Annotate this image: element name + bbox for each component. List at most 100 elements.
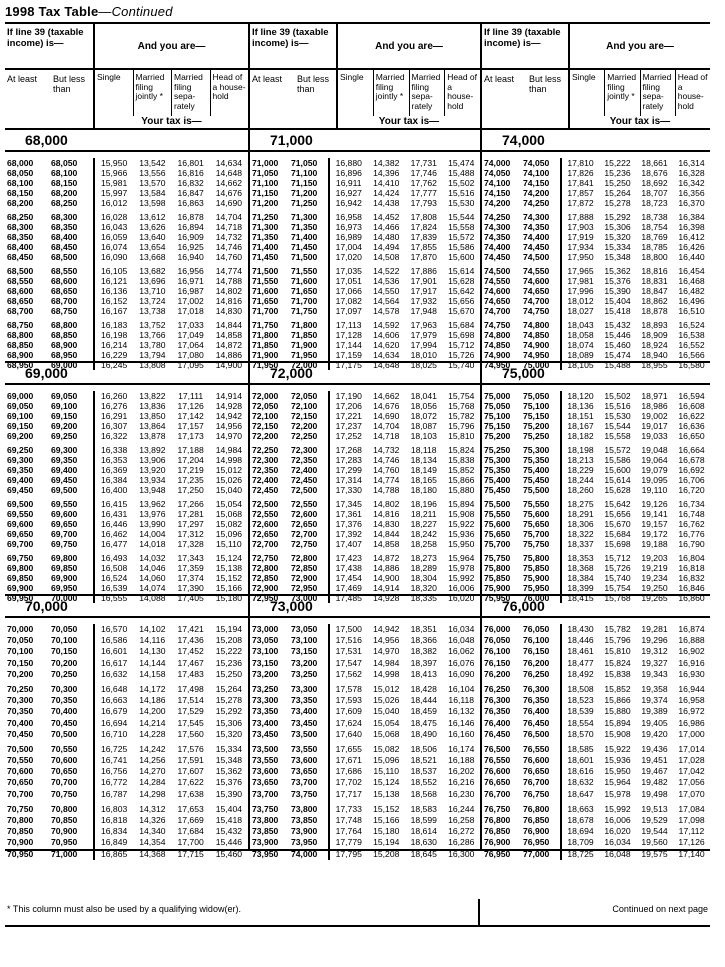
but-less-than-value: 75,450 <box>523 475 550 485</box>
married-separately-tax: 19,374 <box>641 695 668 706</box>
table-row-income: 76,350 76,400 <box>482 706 560 717</box>
table-row-income: 70,900 70,950 <box>5 837 93 848</box>
married-jointly-tax: 15,152 <box>373 803 400 814</box>
but-less-than-value: 70,150 <box>51 646 78 657</box>
head-of-household-tax: 15,068 <box>215 509 243 519</box>
table-row-tax: 17,221 14,690 18,072 15,782 <box>330 411 480 421</box>
married-separately-tax: 16,847 <box>177 188 204 198</box>
married-jointly-tax: 14,130 <box>139 646 166 657</box>
at-least-value: 75,100 <box>484 411 511 421</box>
married-jointly-tax: 15,460 <box>604 340 631 350</box>
but-less-than-value: 75,550 <box>523 499 550 509</box>
table-row-tax: 16,710 14,228 17,560 15,320 <box>95 729 248 740</box>
at-least-value: 71,700 <box>252 306 279 316</box>
at-least-value: 71,350 <box>252 232 279 242</box>
head-of-household-tax: 15,306 <box>215 717 243 728</box>
head-of-household-tax: 15,194 <box>215 624 243 634</box>
table-row-income: 76,850 76,900 <box>482 826 560 837</box>
married-jointly-tax: 15,544 <box>604 421 631 431</box>
table-row-income: 76,250 76,300 <box>482 684 560 695</box>
head-of-household-tax: 15,250 <box>215 668 243 679</box>
married-jointly-tax: 13,878 <box>139 431 166 441</box>
married-jointly-tax: 15,978 <box>604 788 631 799</box>
head-of-household-tax: 16,790 <box>678 539 705 549</box>
married-separately-tax: 19,358 <box>641 683 668 694</box>
table-row-income: 74,800 74,850 <box>482 330 560 340</box>
table-row-tax: 16,074 13,654 16,925 14,746 <box>95 242 248 252</box>
married-separately-tax: 17,824 <box>410 222 437 232</box>
head-of-household-tax: 15,166 <box>215 583 243 593</box>
head-of-household-tax: 14,872 <box>215 340 243 350</box>
married-separately-tax: 18,568 <box>410 788 437 799</box>
table-row-income: 75,250 75,300 <box>482 445 560 455</box>
but-less-than-value: 74,250 <box>523 198 550 208</box>
married-separately-tax: 19,498 <box>641 788 668 799</box>
table-row-tax: 17,097 14,578 17,948 15,670 <box>330 306 480 316</box>
at-least-value: 69,900 <box>7 583 34 593</box>
married-jointly-tax: 15,180 <box>373 826 400 837</box>
head-of-household-tax: 16,636 <box>678 421 705 431</box>
head-of-household-tax: 15,978 <box>448 563 475 573</box>
but-less-than-value: 76,350 <box>523 695 550 706</box>
single-tax: 17,314 <box>335 475 362 485</box>
table-row-income: 74,550 74,600 <box>482 276 560 286</box>
single-tax: 15,950 <box>100 158 128 168</box>
single-tax: 17,082 <box>335 296 362 306</box>
income-range-column: 72,000 72,050 72,050 72,100 72,100 72,150 72,1… <box>250 391 330 603</box>
table-row-income: 70,500 70,550 <box>5 744 93 755</box>
but-less-than-value: 71,450 <box>291 242 318 252</box>
head-of-household-tax: 16,944 <box>678 683 705 694</box>
but-less-than-value: 74,000 <box>291 848 318 859</box>
head-of-household-tax: 15,824 <box>448 445 475 455</box>
income-column-header: If line 39 (taxable income) is— At least B… <box>250 24 338 128</box>
married-separately-tax: 19,436 <box>641 743 668 754</box>
table-row-income: 71,400 71,450 <box>250 242 328 252</box>
at-least-value: 75,150 <box>484 421 511 431</box>
married-separately-tax: 18,583 <box>410 803 437 814</box>
table-row-tax: 16,121 13,696 16,971 14,788 <box>95 276 248 286</box>
table-row-income: 72,400 72,450 <box>250 475 328 485</box>
at-least-value: 71,900 <box>252 350 279 360</box>
married-jointly-tax: 15,474 <box>604 350 631 360</box>
married-separately-tax: 19,064 <box>641 455 668 465</box>
married-separately-tax: 19,575 <box>641 848 668 859</box>
tax-column-header: And you are— Single Married filing jointly… <box>95 24 248 128</box>
married-jointly-tax: 14,592 <box>373 320 400 330</box>
married-separately-tax: 18,134 <box>410 455 437 465</box>
but-less-than-value: 68,250 <box>51 198 78 208</box>
table-row-tax: 18,694 16,020 19,544 17,112 <box>562 826 710 837</box>
but-less-than-value: 73,350 <box>291 695 318 706</box>
table-row-tax: 17,733 15,152 18,583 16,244 <box>330 804 480 815</box>
married-separately-tax: 17,700 <box>177 837 204 848</box>
but-less-than-value: 71,800 <box>291 320 318 330</box>
table-row-tax: 16,260 13,822 17,111 14,914 <box>95 391 248 401</box>
at-least-value: 75,950 <box>484 593 511 603</box>
table-row-income: 71,000 71,050 <box>250 158 328 168</box>
but-less-than-value: 74,400 <box>523 232 550 242</box>
and-you-are-label: And you are— <box>95 24 248 70</box>
table-row-tax: 16,663 14,186 17,514 15,278 <box>95 695 248 706</box>
at-least-value: 71,100 <box>252 178 279 188</box>
head-of-household-tax: 15,698 <box>448 330 475 340</box>
income-range-column: 71,000 71,050 71,050 71,100 71,100 71,150 71,1… <box>250 158 330 370</box>
but-less-than-label: But less than <box>53 74 86 94</box>
married-separately-tax: 17,684 <box>177 826 204 837</box>
table-row-income: 75,000 75,050 <box>482 391 560 401</box>
married-separately-tax: 16,971 <box>177 276 204 286</box>
married-jointly-tax: 14,200 <box>139 706 166 717</box>
head-of-household-tax: 14,648 <box>215 168 243 178</box>
but-less-than-value: 68,500 <box>51 252 78 262</box>
head-of-household-tax: 15,782 <box>448 411 475 421</box>
at-least-value: 68,550 <box>7 276 34 286</box>
table-row-tax: 17,872 15,278 18,723 16,370 <box>562 198 710 208</box>
at-least-value: 73,800 <box>252 815 279 825</box>
table-row-income: 70,700 70,750 <box>5 789 93 800</box>
married-separately-tax: 16,878 <box>177 212 204 222</box>
head-of-household-tax: 16,034 <box>448 624 475 634</box>
married-separately-tax: 17,638 <box>177 788 204 799</box>
married-separately-tax: 17,266 <box>177 499 204 509</box>
table-row-income: 75,950 76,000 <box>482 593 560 603</box>
table-row-tax: 18,322 15,684 19,172 16,776 <box>562 529 710 539</box>
married-jointly-tax: 14,620 <box>373 340 400 350</box>
head-of-household-tax: 15,334 <box>215 743 243 754</box>
